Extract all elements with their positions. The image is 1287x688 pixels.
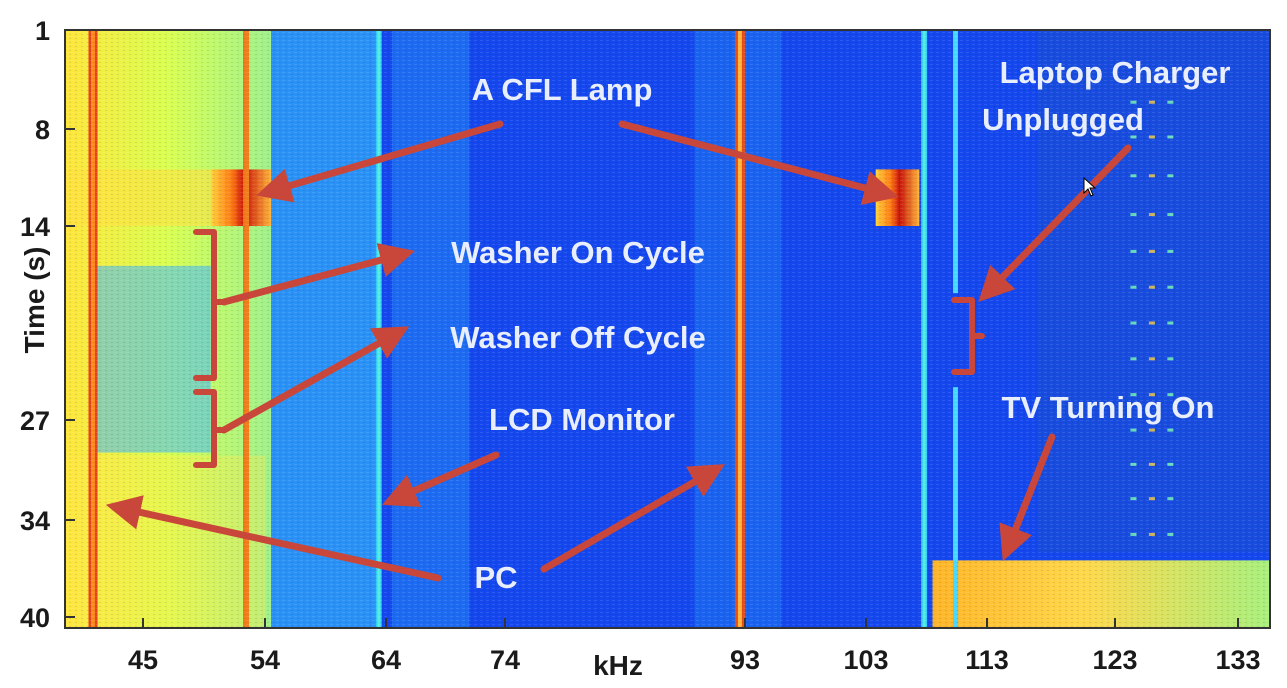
noise-overlay	[65, 30, 1270, 628]
y-tick-mark	[65, 519, 75, 521]
label-lcd-monitor: LCD Monitor	[489, 402, 675, 437]
x-tick-label: 45	[128, 645, 158, 675]
x-tick-label: 123	[1092, 645, 1137, 675]
x-tick-label: 64	[371, 645, 401, 675]
annotation-labels: A CFL Lamp Washer On Cycle Washer Off Cy…	[450, 55, 1230, 595]
annotation-arrows	[105, 120, 1132, 582]
arrow-tv	[999, 433, 1056, 562]
x-tick-label: 113	[965, 645, 1009, 675]
plot-frame	[64, 29, 1271, 629]
arrow-laptop	[978, 144, 1132, 303]
y-axis-label: Time (s)	[19, 247, 50, 354]
label-unplugged: Unplugged	[982, 102, 1144, 137]
x-axis-label: kHz	[593, 650, 643, 681]
arrow-cfl-right	[618, 120, 899, 205]
y-tick-mark	[65, 225, 75, 227]
y-tick-label: 8	[35, 115, 50, 145]
x-tick-label: 54	[250, 645, 280, 675]
x-tick-mark	[264, 618, 266, 628]
y-tick-label: 27	[20, 406, 50, 436]
mouse-cursor-icon	[1083, 176, 1097, 197]
y-tick-label: 14	[20, 212, 50, 242]
arrow-cfl-left	[256, 120, 504, 203]
arrow-pc-left	[105, 495, 442, 582]
y-tick-label: 40	[20, 603, 50, 633]
y-tick-mark	[65, 419, 75, 421]
y-tick-mark	[65, 128, 75, 130]
brace-washer-on	[193, 229, 227, 381]
y-tick-label: 34	[20, 506, 50, 536]
x-tick-mark	[744, 618, 746, 628]
x-tick-mark	[1114, 618, 1116, 628]
arrow-washer-on	[220, 243, 415, 306]
label-washer-off: Washer Off Cycle	[450, 320, 706, 355]
label-tv-turning-on: TV Turning On	[1002, 390, 1215, 425]
x-tick-label: 74	[490, 645, 520, 675]
y-tick-mark	[65, 616, 75, 618]
x-tick-mark	[986, 618, 988, 628]
x-tick-label: 93	[730, 645, 760, 675]
x-tick-mark	[385, 618, 387, 628]
label-washer-on: Washer On Cycle	[451, 235, 705, 270]
brace-washer-off	[193, 389, 227, 468]
arrow-washer-off	[220, 326, 410, 434]
y-tick-label: 1	[35, 16, 50, 46]
x-tick-mark	[865, 618, 867, 628]
brace-laptop	[951, 297, 985, 375]
y-tick-mark	[65, 29, 75, 31]
label-laptop-charger: Laptop Charger	[1000, 55, 1231, 90]
arrow-pc-right	[540, 464, 725, 573]
x-tick-mark	[1237, 618, 1239, 628]
x-tick-label: 103	[843, 645, 888, 675]
x-tick-mark	[142, 618, 144, 628]
label-cfl-lamp: A CFL Lamp	[472, 72, 653, 107]
x-tick-label: 133	[1215, 645, 1260, 675]
arrow-lcd	[382, 451, 500, 507]
label-pc: PC	[474, 560, 517, 595]
x-tick-mark	[504, 618, 506, 628]
